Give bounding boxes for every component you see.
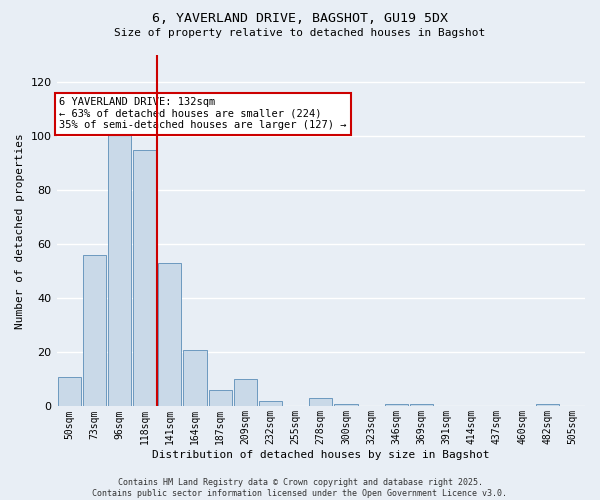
X-axis label: Distribution of detached houses by size in Bagshot: Distribution of detached houses by size … <box>152 450 490 460</box>
Bar <box>58 376 80 406</box>
Text: Contains HM Land Registry data © Crown copyright and database right 2025.
Contai: Contains HM Land Registry data © Crown c… <box>92 478 508 498</box>
Bar <box>83 255 106 406</box>
Bar <box>536 404 559 406</box>
Bar <box>259 401 282 406</box>
Bar <box>334 404 358 406</box>
Text: 6, YAVERLAND DRIVE, BAGSHOT, GU19 5DX: 6, YAVERLAND DRIVE, BAGSHOT, GU19 5DX <box>152 12 448 26</box>
Bar <box>385 404 408 406</box>
Bar <box>184 350 206 406</box>
Bar <box>309 398 332 406</box>
Bar <box>209 390 232 406</box>
Bar <box>234 380 257 406</box>
Y-axis label: Number of detached properties: Number of detached properties <box>15 133 25 328</box>
Bar <box>108 117 131 406</box>
Bar <box>410 404 433 406</box>
Bar <box>133 150 156 406</box>
Text: Size of property relative to detached houses in Bagshot: Size of property relative to detached ho… <box>115 28 485 38</box>
Text: 6 YAVERLAND DRIVE: 132sqm
← 63% of detached houses are smaller (224)
35% of semi: 6 YAVERLAND DRIVE: 132sqm ← 63% of detac… <box>59 97 347 130</box>
Bar <box>158 263 181 406</box>
